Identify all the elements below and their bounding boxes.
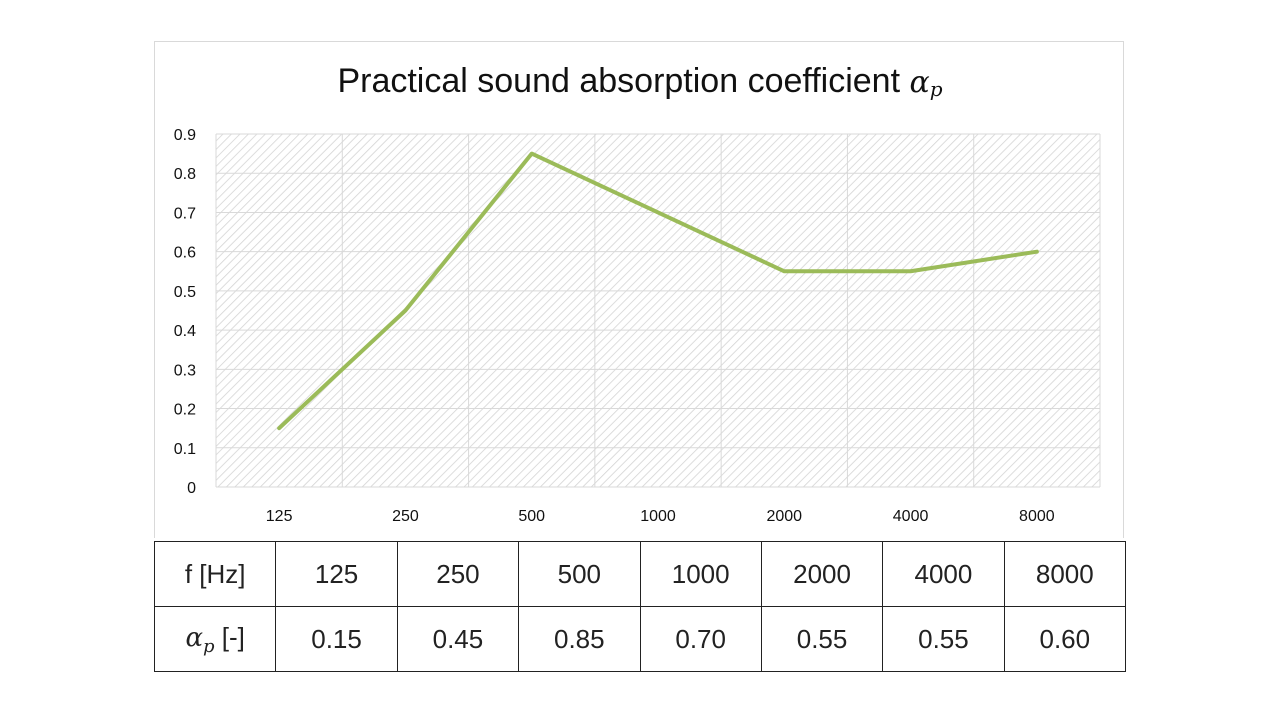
table-row-coefficient: αp [-] 0.15 0.45 0.85 0.70 0.55 0.55 0.60 xyxy=(153,606,1127,672)
line-chart: 0 0.1 0.2 0.3 0.4 0.5 0.6 0.7 0.8 0.9 125 250 500 10… xyxy=(174,127,1101,525)
grid-lines xyxy=(215,133,1101,488)
chart-title-symbol: α xyxy=(909,65,930,100)
x-axis-ticks: 125 250 500 1000 2000 4000 8000 xyxy=(266,508,1055,525)
coefficient-cell: 0.15 xyxy=(275,606,398,672)
data-table: f [Hz] 125 250 500 1000 2000 4000 8000 αp [-] … xyxy=(153,541,1127,672)
x-tick-label: 1000 xyxy=(640,508,676,525)
y-tick-label: 0 xyxy=(187,480,196,497)
y-tick-label: 0.9 xyxy=(174,127,196,144)
y-tick-label: 0.1 xyxy=(174,441,196,458)
frequency-cell: 8000 xyxy=(1003,541,1127,607)
frequency-cell: 250 xyxy=(396,541,520,607)
frequency-cell: 4000 xyxy=(882,541,1005,607)
x-tick-label: 125 xyxy=(266,508,293,525)
y-tick-label: 0.4 xyxy=(174,323,196,340)
coefficient-cell: 0.70 xyxy=(639,606,762,672)
frequency-cell: 2000 xyxy=(760,541,884,607)
y-tick-label: 0.7 xyxy=(174,205,196,222)
coefficient-cell: 0.55 xyxy=(882,606,1005,672)
x-tick-label: 500 xyxy=(518,508,545,525)
coefficient-cell: 0.60 xyxy=(1003,606,1127,672)
table-row-frequency: f [Hz] 125 250 500 1000 2000 4000 8000 xyxy=(153,541,1127,607)
frequency-cell: 125 xyxy=(275,541,398,607)
frequency-label: f [Hz] xyxy=(153,541,277,607)
frequency-cell: 500 xyxy=(518,541,641,607)
x-tick-label: 250 xyxy=(392,508,419,525)
chart-title-text: Practical sound absorption coefficient xyxy=(337,62,901,100)
series-layer xyxy=(277,151,1039,431)
coefficient-label: αp [-] xyxy=(153,606,277,672)
coefficient-cell: 0.45 xyxy=(396,606,520,672)
plot-area xyxy=(216,134,1100,487)
chart-title: Practical sound absorption coefficient α… xyxy=(0,61,1280,109)
x-tick-label: 2000 xyxy=(766,508,802,525)
coefficient-unit: [-] xyxy=(221,621,245,652)
y-tick-label: 0.6 xyxy=(174,245,196,262)
y-tick-label: 0.2 xyxy=(174,402,196,419)
x-tick-label: 4000 xyxy=(893,508,929,525)
coefficient-cell: 0.55 xyxy=(760,606,884,672)
y-tick-label: 0.8 xyxy=(174,166,196,183)
coefficient-symbol: α xyxy=(185,622,204,653)
chart-frame xyxy=(154,41,1124,538)
y-tick-label: 0.3 xyxy=(174,362,196,379)
chart-title-subscript: p xyxy=(929,77,943,101)
frequency-cell: 1000 xyxy=(639,541,762,607)
y-axis-ticks: 0 0.1 0.2 0.3 0.4 0.5 0.6 0.7 0.8 0.9 xyxy=(174,127,196,497)
coefficient-cell: 0.85 xyxy=(518,606,641,672)
series-line xyxy=(277,151,1039,431)
y-tick-label: 0.5 xyxy=(174,284,196,301)
x-tick-label: 8000 xyxy=(1019,508,1055,525)
coefficient-subscript: p xyxy=(203,635,215,657)
